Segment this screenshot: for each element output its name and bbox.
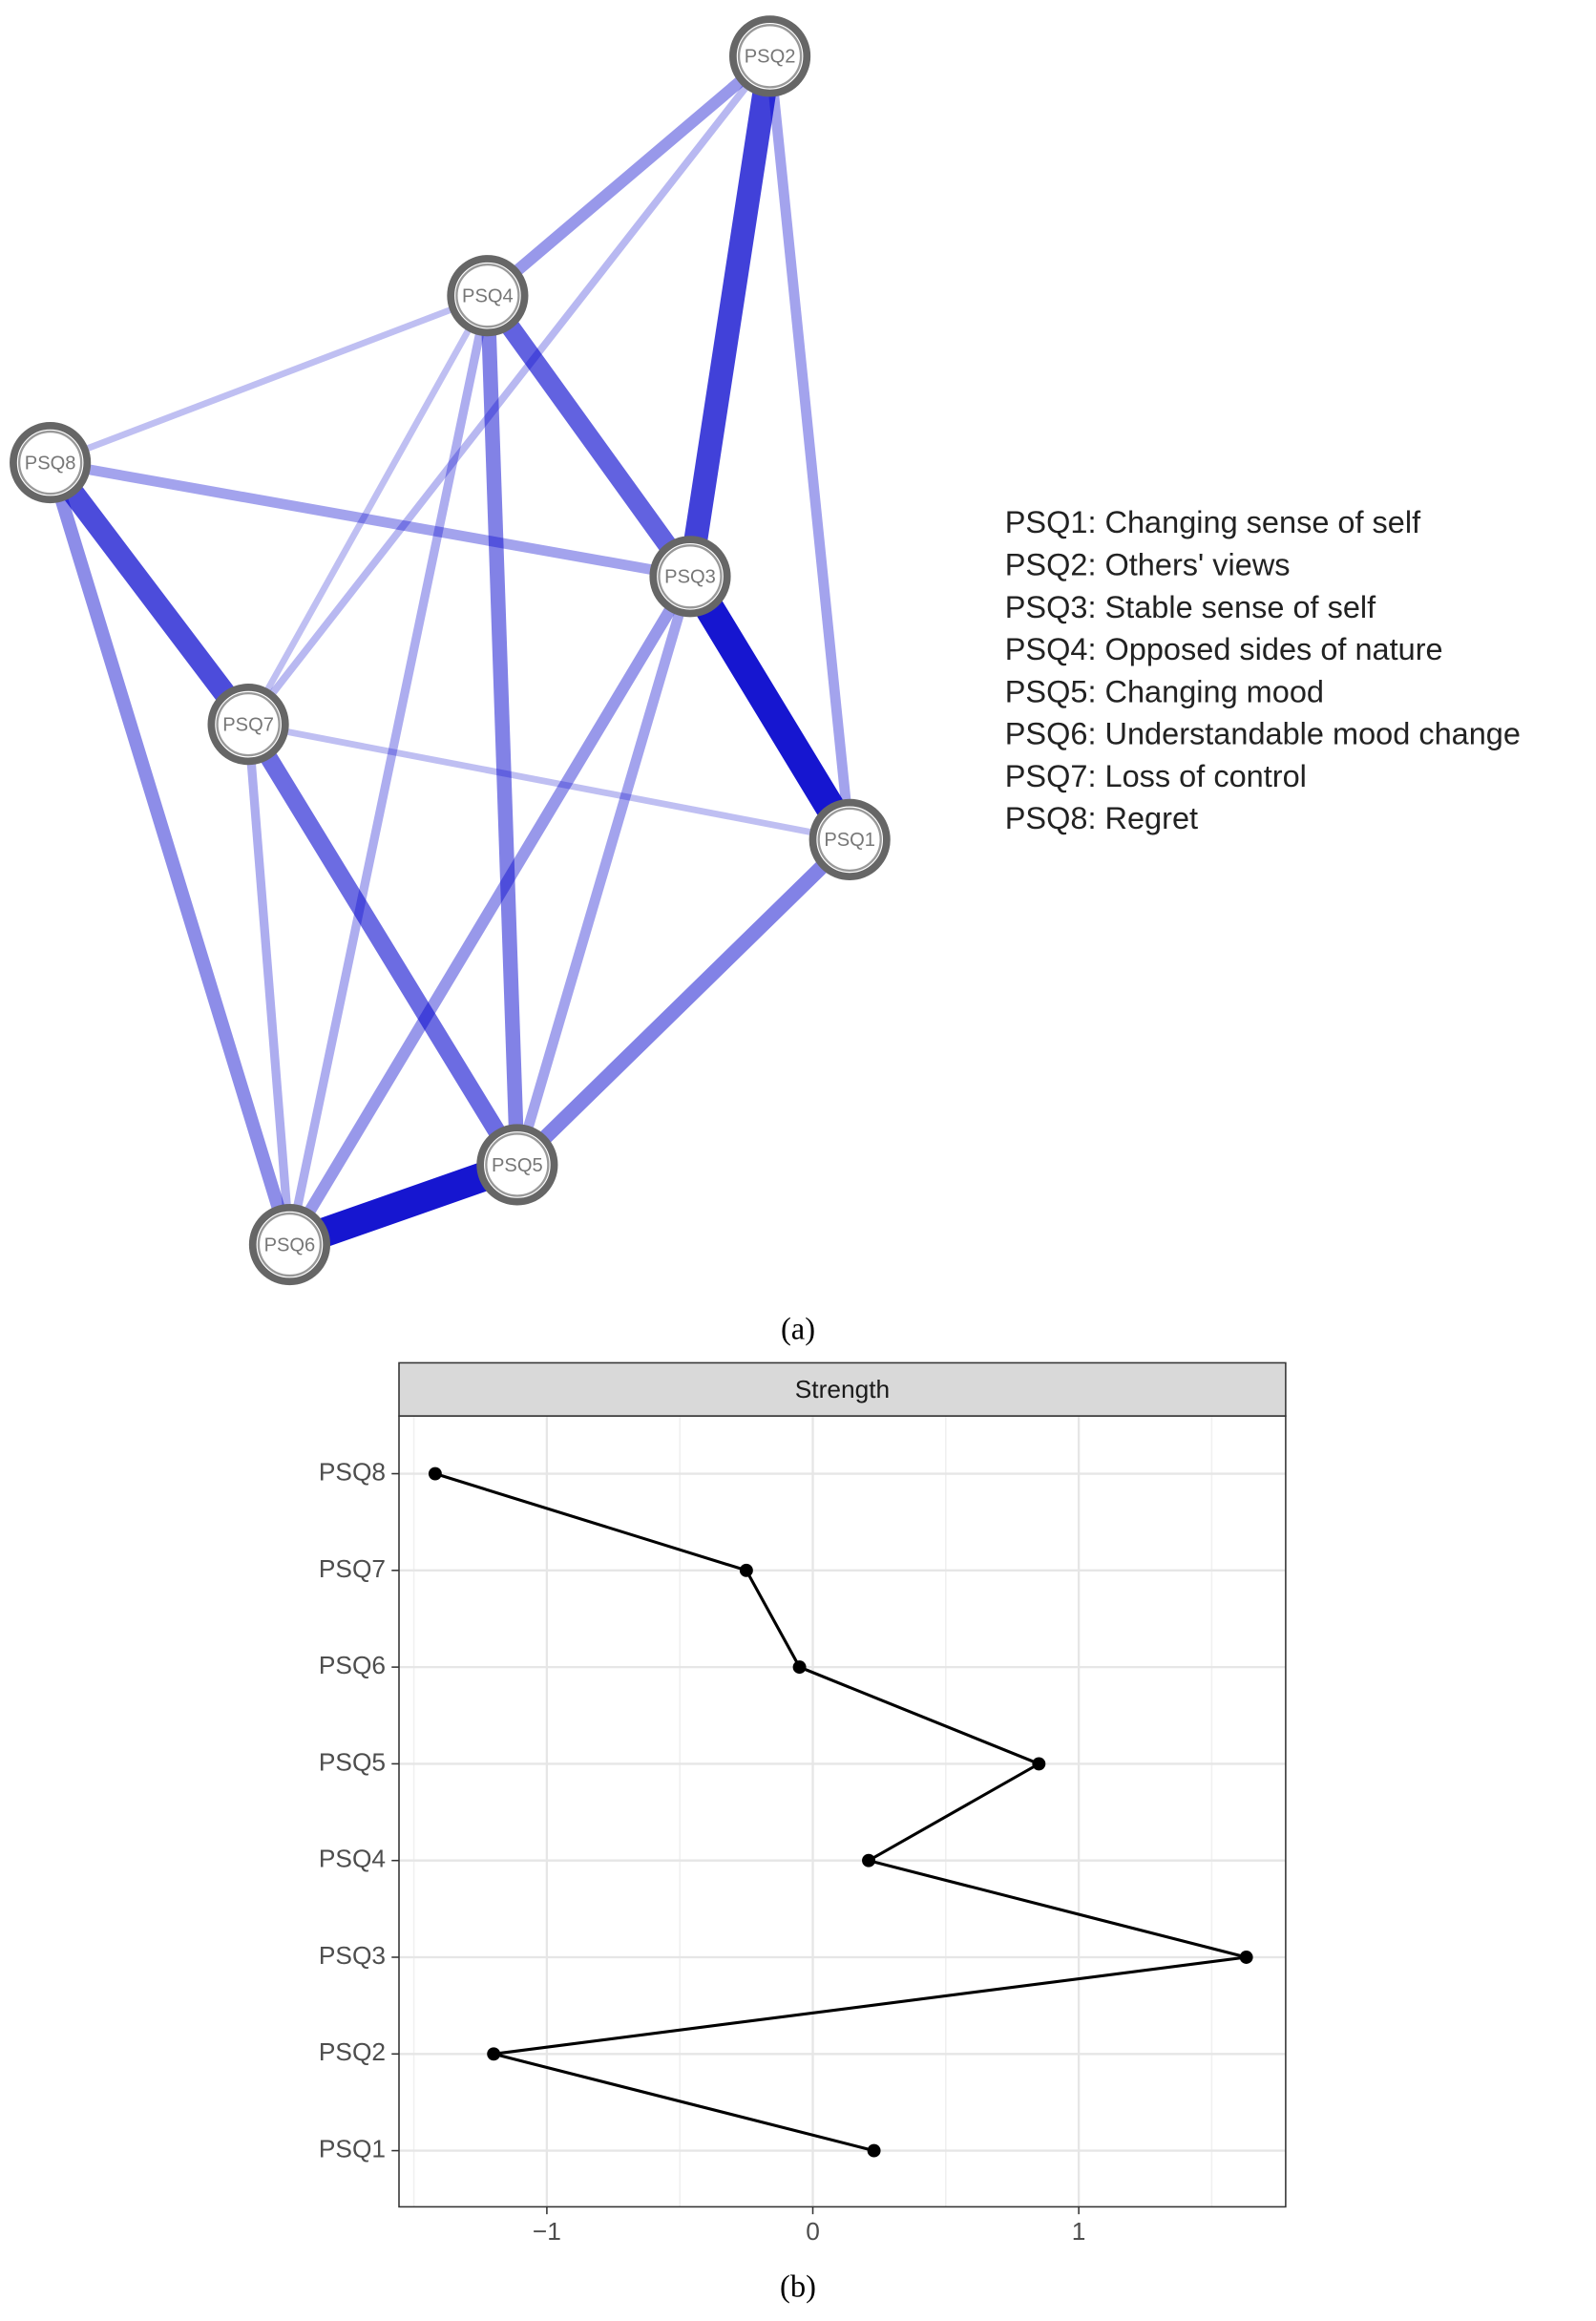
point: [1032, 1757, 1046, 1771]
node-ring: [658, 544, 723, 609]
node: [10, 422, 92, 504]
edge: [678, 44, 782, 589]
panel: [399, 1416, 1286, 2207]
node-label: PSQ1: [824, 830, 875, 851]
node-ring: [485, 1132, 550, 1197]
y-tick-label: PSQ1: [319, 2135, 386, 2163]
legend-entry: PSQ1: Changing sense of self: [1005, 505, 1421, 539]
edge: [675, 561, 865, 855]
node-ring: [17, 430, 83, 496]
y-tick-label: PSQ4: [319, 1845, 386, 1873]
y-tick-label: PSQ3: [319, 1941, 386, 1970]
point: [862, 1853, 875, 1867]
node-ring: [737, 24, 803, 89]
caption: (a): [781, 1312, 815, 1346]
legend-entry: PSQ3: Stable sense of self: [1005, 590, 1376, 624]
node-label: PSQ4: [462, 286, 514, 307]
point: [428, 1466, 442, 1481]
edge: [243, 719, 295, 1250]
edge: [244, 292, 492, 728]
legend-entry: PSQ4: Opposed sides of nature: [1005, 632, 1443, 666]
strip-label: Strength: [795, 1375, 890, 1403]
legend-entry: PSQ5: Changing mood: [1005, 674, 1324, 708]
edge: [477, 285, 701, 586]
caption: (b): [780, 2270, 816, 2305]
y-tick-label: PSQ7: [319, 1554, 386, 1583]
x-tick-label: 1: [1072, 2217, 1086, 2246]
y-tick-label: PSQ2: [319, 2037, 386, 2066]
node: [729, 15, 811, 97]
node-label: PSQ3: [664, 567, 716, 588]
node-ring: [817, 807, 882, 873]
edge: [284, 570, 697, 1251]
node-label: PSQ6: [264, 1234, 316, 1255]
x-tick-label: 0: [806, 2217, 820, 2246]
node-ring: [216, 691, 281, 757]
panel-border: [398, 1415, 1287, 2208]
point: [792, 1660, 807, 1675]
node-label: PSQ8: [25, 453, 76, 474]
node: [447, 255, 529, 337]
edge: [480, 287, 525, 1172]
strip: [398, 1361, 1287, 1417]
point: [487, 2047, 501, 2061]
edge: [239, 715, 527, 1174]
y-tick-label: PSQ5: [319, 1747, 386, 1776]
node-label: PSQ2: [745, 47, 796, 68]
node: [808, 798, 891, 880]
point: [1239, 1951, 1253, 1964]
edge: [284, 291, 493, 1250]
line: [434, 1472, 1248, 2153]
edge: [39, 451, 260, 736]
legend-entry: PSQ6: Understandable mood change: [1005, 717, 1521, 751]
y-tick-label: PSQ6: [319, 1651, 386, 1679]
node-label: PSQ5: [492, 1155, 543, 1176]
node: [476, 1124, 558, 1206]
legend-entry: PSQ2: Others' views: [1005, 547, 1291, 581]
edge: [510, 832, 857, 1172]
edge: [47, 292, 492, 467]
point: [739, 1563, 753, 1577]
edge: [512, 571, 696, 1171]
edge: [481, 50, 776, 302]
node-ring: [257, 1212, 323, 1277]
edge: [244, 721, 853, 843]
node: [649, 536, 731, 618]
point: [867, 2143, 881, 2158]
x-tick-label: −1: [533, 2217, 561, 2246]
edge: [244, 52, 774, 728]
node-ring: [455, 263, 520, 328]
legend-entry: PSQ8: Regret: [1005, 801, 1198, 835]
node: [248, 1203, 331, 1286]
edge: [45, 457, 696, 582]
node-label: PSQ7: [222, 714, 274, 735]
legend-entry: PSQ7: Loss of control: [1005, 759, 1307, 793]
edge: [43, 455, 297, 1252]
node: [207, 684, 289, 766]
edge: [765, 51, 855, 845]
y-tick-label: PSQ8: [319, 1457, 386, 1486]
